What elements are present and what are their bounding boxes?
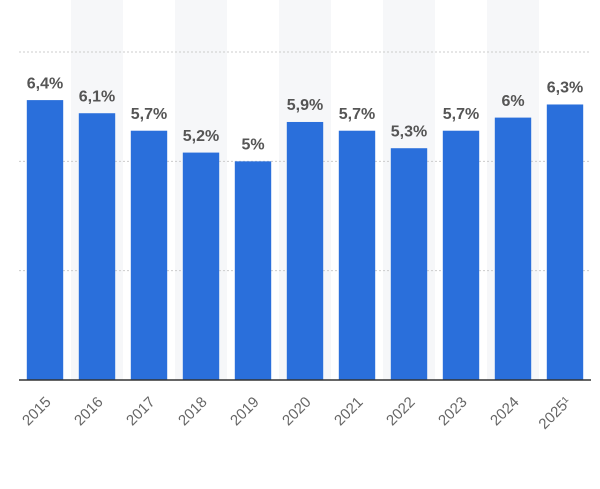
bar: [78, 113, 116, 380]
x-tick-label: 2024: [487, 394, 523, 430]
bar: [390, 148, 428, 380]
bar: [234, 161, 272, 380]
data-label: 5,7%: [339, 106, 375, 123]
bar: [130, 130, 168, 380]
x-tick-label: 2016: [71, 394, 107, 430]
x-tick-label: 2022: [383, 394, 419, 430]
x-tick-label: 2021: [331, 394, 367, 430]
data-label: 6,3%: [547, 80, 583, 97]
data-label: 5,3%: [391, 123, 427, 140]
x-tick-label: 2025¹: [535, 394, 574, 433]
bar: [442, 130, 480, 380]
bar: [546, 104, 584, 380]
data-label: 6,4%: [27, 75, 63, 92]
x-tick-label: 2017: [123, 394, 159, 430]
x-tick-label: 2015: [19, 394, 55, 430]
bar: [494, 117, 532, 380]
x-tick-label: 2019: [227, 394, 263, 430]
x-tick-label: 2023: [435, 394, 471, 430]
data-label: 5,2%: [183, 128, 219, 145]
data-label: 5,7%: [443, 106, 479, 123]
bar: [338, 130, 376, 380]
data-label: 5,7%: [131, 106, 167, 123]
data-label: 6%: [501, 93, 524, 110]
data-label: 5,9%: [287, 97, 323, 114]
x-tick-label: 2020: [279, 394, 315, 430]
bar: [26, 100, 64, 381]
data-label: 6,1%: [79, 88, 115, 105]
bar: [182, 152, 220, 380]
bar: [286, 121, 324, 381]
x-tick-label: 2018: [175, 394, 211, 430]
data-label: 5%: [241, 137, 264, 154]
